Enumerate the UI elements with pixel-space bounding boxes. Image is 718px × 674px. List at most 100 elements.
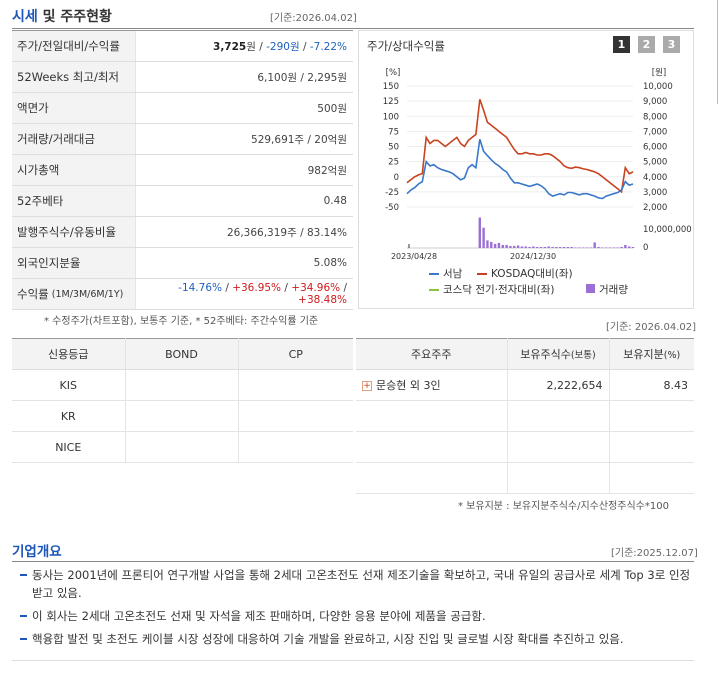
volume-bar	[516, 245, 520, 248]
volume-bar	[524, 246, 527, 248]
credit-cp	[238, 431, 353, 463]
credit-agency: KR	[12, 400, 126, 432]
right-unit-label: [원]	[652, 68, 666, 78]
table-row: NICE	[12, 431, 353, 463]
legend-label-sector: 코스닥 전기·전자대비(좌)	[443, 284, 554, 296]
holders-header-name: 주요주주	[356, 338, 508, 370]
section-title-main: 시세	[12, 9, 38, 25]
holders-header-shares: 보유주식수(보통)	[507, 338, 610, 370]
right-tick-label: 9,000	[643, 97, 667, 107]
returns-label: 수익률	[17, 287, 49, 301]
volume-bar	[478, 217, 481, 248]
volume-bar	[604, 247, 608, 248]
volume-bar	[566, 246, 570, 248]
bottom-divider	[12, 660, 694, 661]
price-unit: 원	[246, 40, 256, 53]
volume-bar	[505, 244, 508, 248]
holders-note: * 보유지분 : 보유지분주식수/지수산정주식수*100	[458, 501, 669, 512]
credit-cp	[238, 369, 353, 401]
stats-label: 52Weeks 최고/최저	[12, 62, 136, 92]
volume-bar	[585, 247, 589, 248]
holders-header: 주요주주 보유주식수(보통) 보유지분(%)	[356, 338, 694, 370]
credit-header-cell: 신용등급	[12, 338, 126, 370]
volume-bar	[589, 247, 593, 248]
volume-bar	[543, 246, 547, 248]
left-tick-label: 75	[388, 127, 399, 137]
section-title: 시세 및 주주현황	[12, 6, 112, 26]
stats-row-volume: 거래량/거래대금 529,691주 / 20억원	[12, 124, 353, 155]
volume-bar	[555, 246, 558, 248]
chart-svg: [%] [원] 150 10,000 125 9,000 100 8,000 75 7,000 50…	[383, 68, 692, 296]
stats-label: 거래량/거래대금	[12, 124, 136, 154]
volume-bar	[559, 246, 562, 248]
right-tick-label: 4,000	[643, 173, 667, 183]
credit-bond	[125, 369, 239, 401]
list-item: 동사는 2001년에 프론티어 연구개발 사업을 통해 2세대 고온초전도 선재…	[12, 566, 694, 602]
volume-bar	[574, 247, 577, 248]
holder-shares: 2,222,654	[507, 369, 610, 401]
stats-row-52w: 52Weeks 최고/최저 6,100원 / 2,295원	[12, 62, 353, 93]
left-tick-label: 150	[383, 82, 399, 92]
volume-bar	[528, 246, 531, 248]
credit-header-cell: CP	[238, 338, 353, 370]
legend-swatch-volume	[586, 284, 595, 293]
table-row: KR	[12, 400, 353, 432]
right-tick-label: 2,000	[643, 203, 667, 213]
volume-bar	[608, 247, 612, 248]
right-scroll-edge	[710, 0, 718, 104]
volume-bar	[539, 246, 543, 248]
volume-axis-label: 10,000,000	[643, 225, 692, 235]
stats-label: 수익률 (1M/3M/6M/1Y)	[12, 279, 136, 309]
holders-header-pct-label: 보유지분	[623, 348, 664, 361]
volume-axis-zero: 0	[643, 243, 648, 253]
holders-table: 주요주주 보유주식수(보통) 보유지분(%) + 문승현 외 3인 2,222,6…	[356, 338, 694, 494]
volume-bar	[536, 246, 539, 248]
credit-table: 신용등급 BOND CP KIS KR NICE	[12, 338, 353, 463]
series-line-stock	[406, 138, 634, 200]
expand-plus-icon[interactable]: +	[362, 381, 372, 391]
chart-tab-1[interactable]: 1	[613, 36, 630, 53]
stats-value: 5.08%	[313, 257, 347, 269]
chart-tab-2[interactable]: 2	[638, 36, 655, 53]
holder-pct: 8.43	[609, 369, 694, 401]
holder-name-label: 문승현 외 3인	[376, 379, 441, 392]
left-tick-label: -50	[385, 203, 399, 213]
stats-value: 6,100원 / 2,295원	[257, 71, 347, 84]
stats-row-returns: 수익률 (1M/3M/6M/1Y) -14.76% / +36.95% / +34…	[12, 279, 353, 310]
volume-bar	[620, 246, 623, 248]
credit-bond	[125, 400, 239, 432]
right-tick-label: 10,000	[643, 82, 673, 92]
holder-name[interactable]: + 문승현 외 3인	[356, 369, 508, 401]
stats-row-mktcap: 시가총액 982억원	[12, 155, 353, 186]
legend-label-kosdaq: KOSDAQ대비(좌)	[491, 268, 573, 280]
left-tick-label: 125	[383, 97, 399, 107]
return-3m: +36.95%	[232, 282, 282, 294]
volume-bar	[593, 242, 596, 248]
volume-bar	[551, 246, 554, 248]
right-tick-label: 5,000	[643, 158, 667, 168]
left-tick-label: 0	[394, 173, 399, 183]
stats-row-par: 액면가 500원	[12, 93, 353, 124]
left-tick-label: 50	[388, 143, 399, 153]
stats-value: 3,725원 / -290원 / -7.22%	[136, 39, 353, 54]
stats-value: -14.76% / +36.95% / +34.96% / +38.48%	[178, 282, 347, 306]
chart-tab-3[interactable]: 3	[663, 36, 680, 53]
section-title-sub: 및 주주현황	[42, 9, 112, 25]
left-tick-label: 100	[383, 112, 399, 122]
top-divider	[12, 28, 694, 29]
price-change: -290원	[266, 40, 300, 53]
price-change-rate: -7.22%	[309, 40, 347, 53]
right-tick-label: 3,000	[643, 188, 667, 198]
volume-bar	[601, 247, 604, 248]
stats-value: 500원	[317, 102, 347, 115]
volume-bar	[501, 244, 504, 248]
volume-bar	[497, 242, 501, 248]
company-divider	[12, 561, 694, 562]
stats-label: 외국인지분율	[12, 248, 136, 278]
volume-bar	[486, 240, 489, 248]
left-unit-label: [%]	[386, 68, 401, 78]
volume-bar	[547, 246, 550, 248]
volume-bar	[562, 246, 566, 248]
list-item: 이 회사는 2세대 고온초전도 선재 및 자석을 제조 판매하며, 다양한 응용…	[12, 607, 694, 625]
credit-cp	[238, 400, 353, 432]
